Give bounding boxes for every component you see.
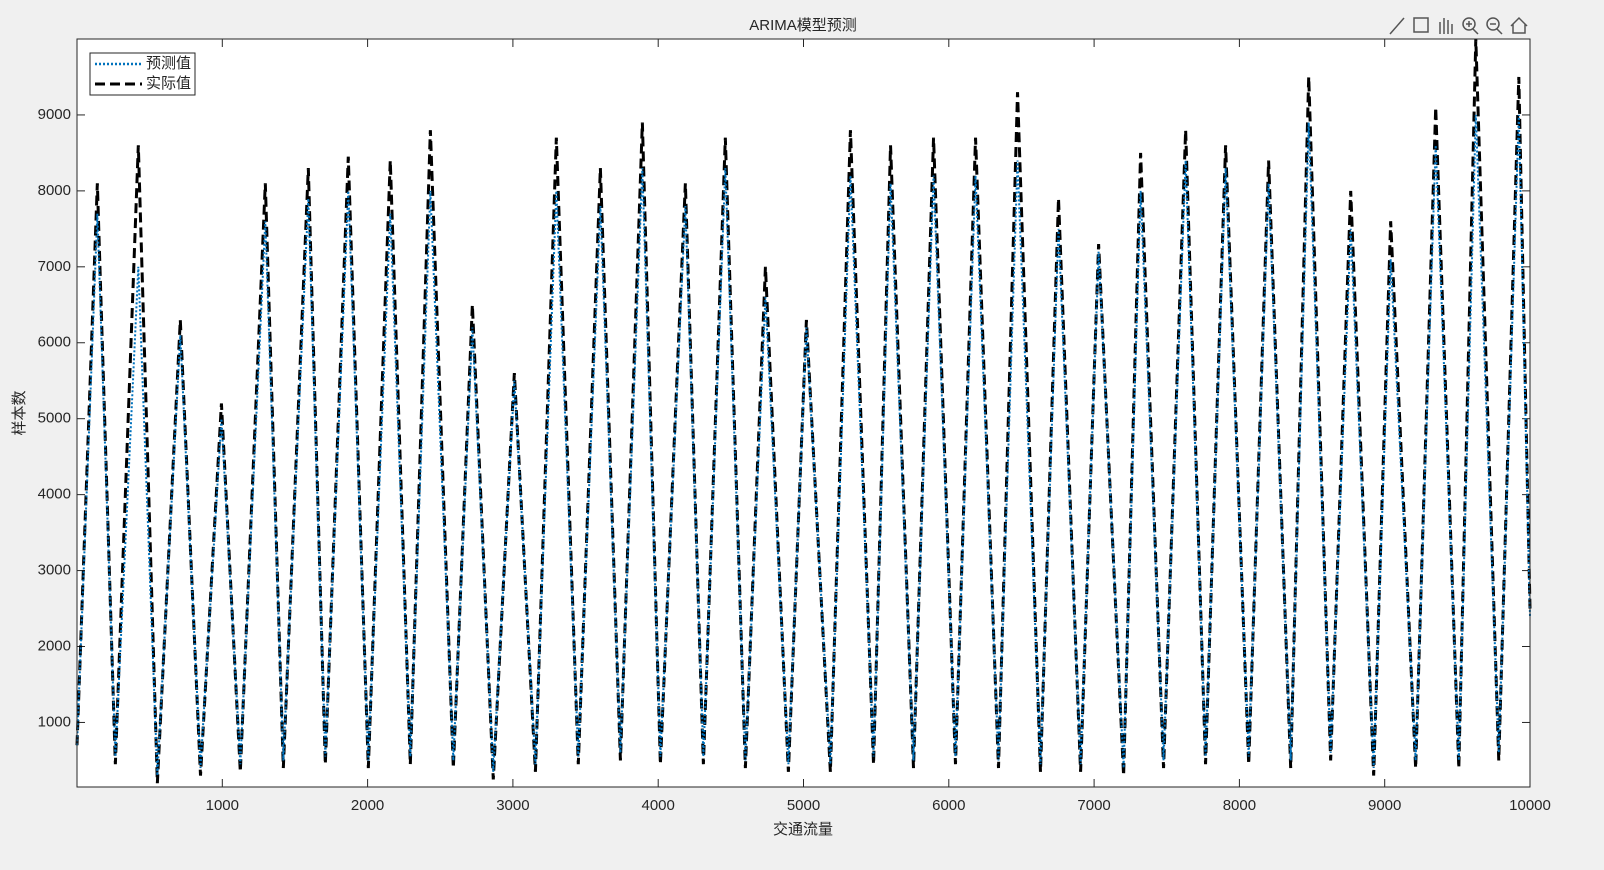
legend-icon[interactable] [1413, 17, 1429, 33]
y-tick-label: 3000 [38, 562, 71, 579]
x-tick-label: 10000 [1509, 797, 1551, 814]
legend-box [89, 52, 196, 96]
chart-title: ARIMA模型预测 [749, 17, 857, 34]
legend-label: 预测值 [146, 55, 191, 72]
y-tick-label: 2000 [38, 637, 71, 654]
legend-label: 实际值 [146, 75, 191, 92]
x-tick-label: 2000 [351, 797, 384, 814]
y-axis-label: 样本数 [11, 390, 28, 435]
zoom-in-icon[interactable] [1462, 17, 1476, 31]
x-tick-label: 1000 [206, 797, 239, 814]
y-tick-label: 4000 [38, 486, 71, 503]
x-tick-label: 5000 [787, 797, 820, 814]
y-tick-label: 9000 [38, 106, 71, 123]
toolbar [1389, 16, 1528, 35]
y-tick-label: 6000 [38, 334, 71, 351]
x-axis-label: 交通流量 [773, 820, 833, 838]
x-tick-label: 8000 [1223, 797, 1256, 814]
home-icon[interactable] [1510, 16, 1528, 34]
y-tick-label: 7000 [38, 258, 71, 275]
x-tick-label: 6000 [932, 797, 965, 814]
series-line [76, 114, 1531, 776]
x-tick-label: 4000 [642, 797, 675, 814]
pan-icon[interactable] [1439, 18, 1453, 34]
zoom-out-icon[interactable] [1486, 17, 1500, 31]
brush-icon[interactable] [1389, 17, 1405, 35]
x-tick-label: 9000 [1368, 797, 1401, 814]
y-tick-label: 8000 [38, 182, 71, 199]
y-tick-label: 5000 [38, 410, 71, 427]
x-tick-label: 7000 [1077, 797, 1110, 814]
axes-box [76, 38, 1531, 788]
x-tick-label: 3000 [496, 797, 529, 814]
y-tick-label: 1000 [38, 713, 71, 730]
